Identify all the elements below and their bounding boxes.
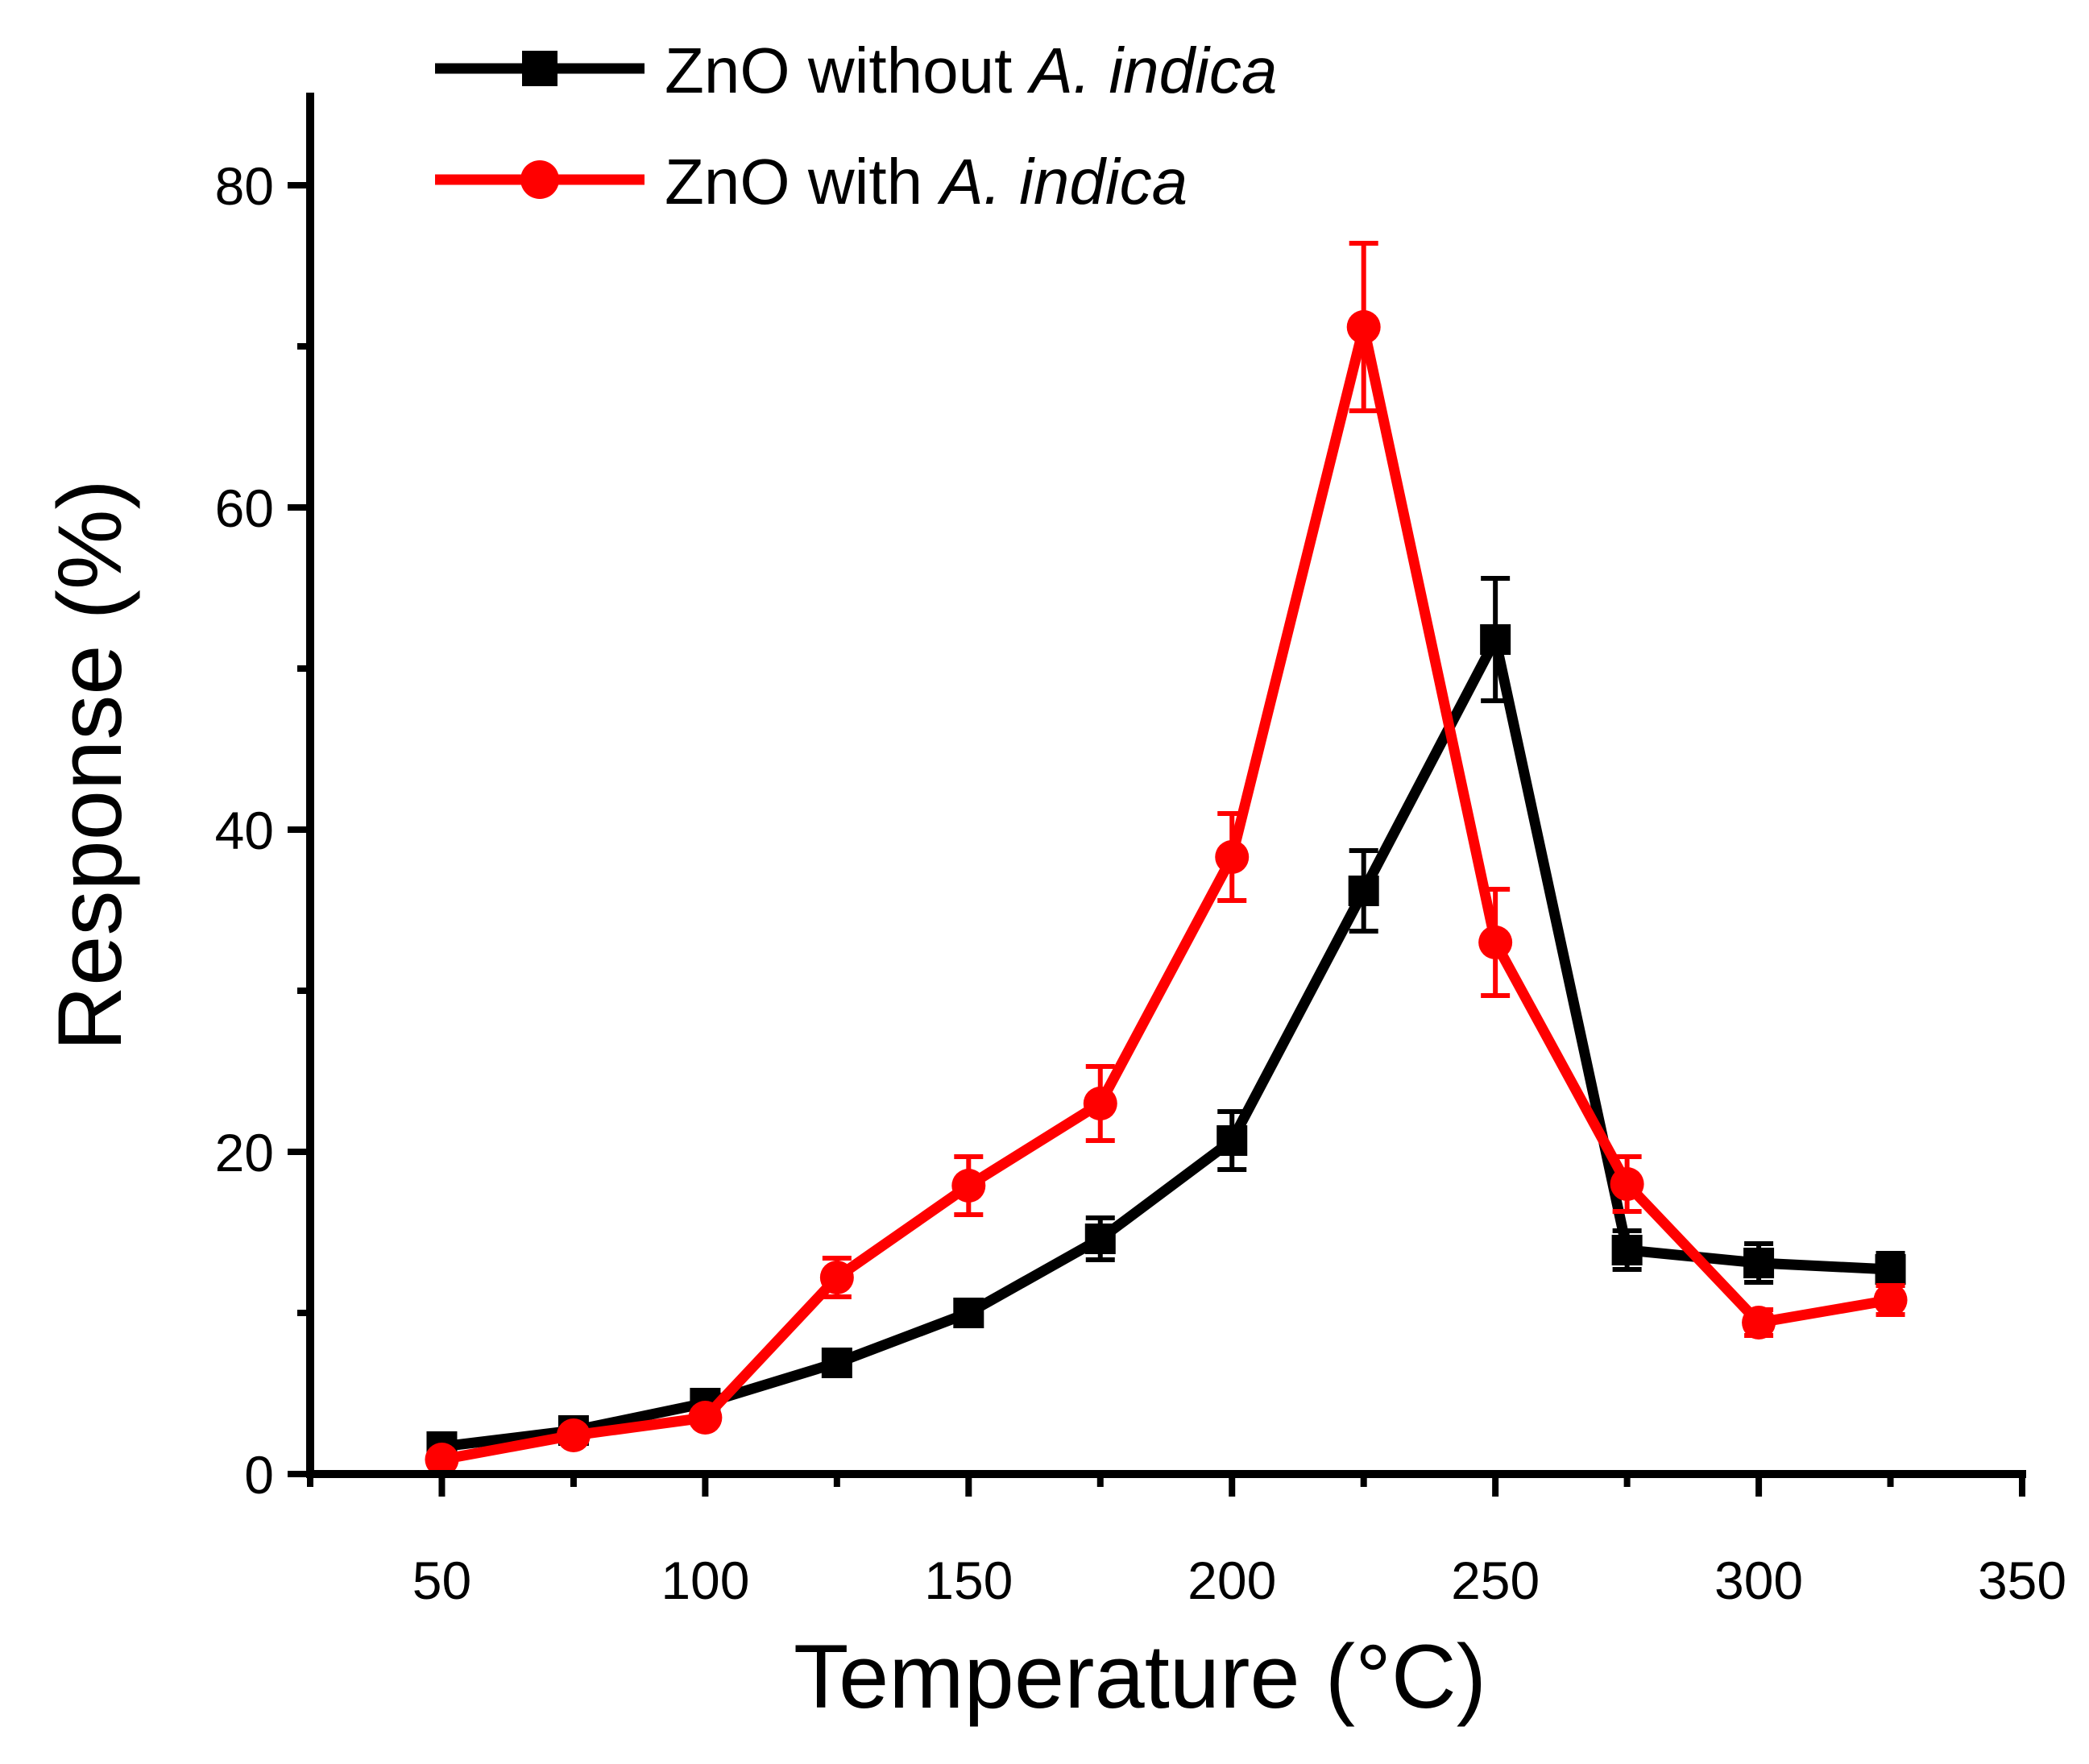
y-tick-label: 40 [215,801,274,860]
x-tick-label: 350 [1978,1551,2066,1610]
series-without [426,576,1906,1462]
legend-label-without-italic: A. indica [1027,35,1278,106]
legend-marker-without [522,51,557,86]
data-point-without [821,1348,852,1378]
legend-label-with: ZnO with A. indica [665,146,1187,217]
data-point-without [1480,624,1511,655]
legend-label-without: ZnO without A. indica [665,35,1277,106]
data-point-with [1215,840,1250,874]
legend-label-without-prefix: ZnO without [665,35,1030,106]
data-point-with [688,1401,723,1435]
series-with [425,241,1908,1476]
series-line-without [441,634,1891,1452]
legend-label-with-italic: A. indica [937,146,1187,217]
axes: 50 100 150 200 250 300 350 0 20 40 60 80 [215,93,2066,1610]
data-point-with [1610,1167,1644,1201]
data-point-without [953,1298,984,1328]
y-tick-label: 80 [215,156,274,216]
y-axis-title: Response (%) [39,479,140,1051]
x-tick-label: 50 [412,1551,471,1610]
data-point-without [1875,1254,1906,1285]
data-point-with [1742,1306,1776,1340]
data-point-with [1083,1087,1117,1120]
data-point-without [1743,1248,1775,1278]
data-point-with [556,1418,591,1452]
data-point-without [1217,1125,1248,1156]
x-tick-label: 150 [924,1551,1013,1610]
data-point-with [1873,1283,1908,1317]
data-point-with [951,1169,986,1203]
y-tick-label: 60 [215,478,274,538]
x-tick-label: 100 [661,1551,749,1610]
legend-item-with: ZnO with A. indica [435,146,1187,217]
legend-label-with-prefix: ZnO with [665,146,940,217]
legend-marker-with [520,160,559,199]
x-tick-label: 300 [1714,1551,1803,1610]
plot-area [425,241,1908,1476]
y-tick-label: 20 [215,1123,274,1182]
y-tick-label: 0 [244,1445,274,1505]
data-point-with [1478,925,1513,959]
series-line-with [441,321,1892,1465]
data-point-without [1084,1224,1116,1254]
legend: ZnO without A. indica ZnO with A. indica [435,35,1277,217]
x-tick-label: 200 [1187,1551,1276,1610]
legend-item-without: ZnO without A. indica [435,35,1277,106]
data-point-with [1346,310,1381,344]
data-point-with [425,1443,459,1476]
x-tick-label: 250 [1451,1551,1540,1610]
data-point-with [819,1261,854,1294]
data-point-without [1348,876,1379,906]
data-point-without [1611,1235,1643,1265]
x-axis-title: Temperature (°C) [794,1626,1486,1727]
